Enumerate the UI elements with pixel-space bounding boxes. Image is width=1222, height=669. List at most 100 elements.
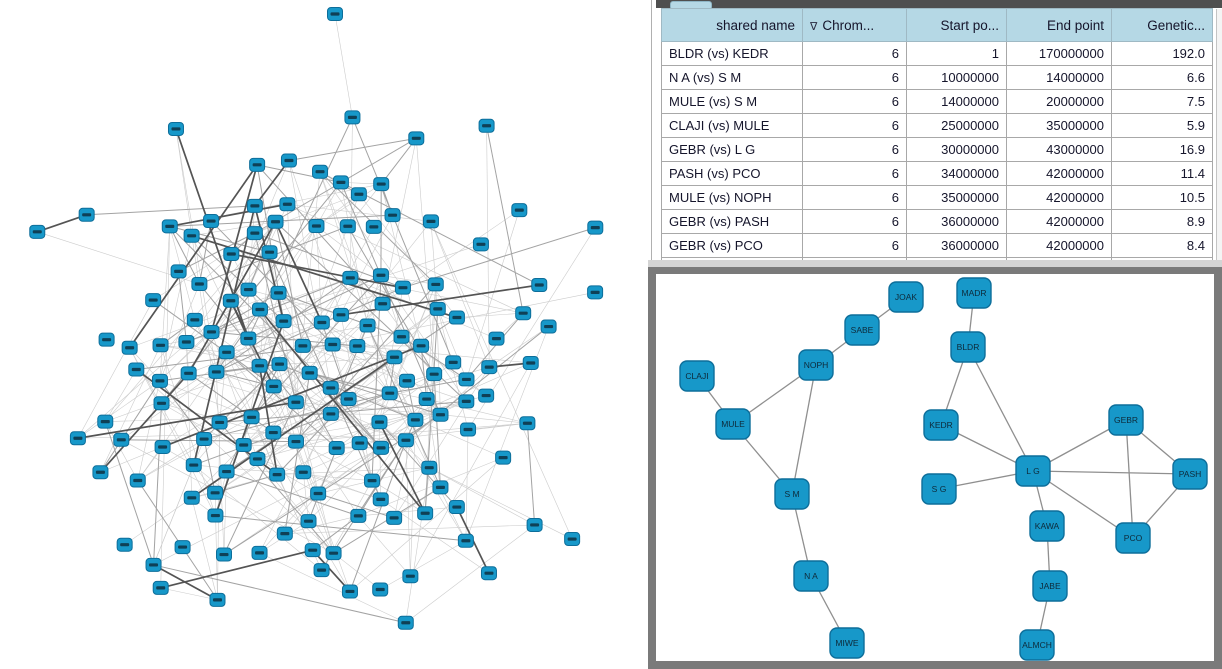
table-cell-shared_name[interactable]: N A (vs) S M xyxy=(661,65,803,90)
subnetwork-node-pash[interactable]: PASH xyxy=(1172,458,1208,490)
subnetwork-edge[interactable] xyxy=(967,346,1034,472)
table-cell-start_point[interactable]: 36000000 xyxy=(906,209,1007,234)
overview-network-node[interactable] xyxy=(413,338,430,353)
overview-network-node[interactable] xyxy=(327,7,343,21)
overview-network-node[interactable] xyxy=(587,220,604,235)
table-cell-chromosome[interactable]: 6 xyxy=(802,233,907,258)
overview-network-node[interactable] xyxy=(208,364,225,379)
overview-network-node[interactable] xyxy=(587,285,604,300)
overview-network-node[interactable] xyxy=(265,425,282,440)
overview-network-node[interactable] xyxy=(365,219,382,234)
overview-network-node[interactable] xyxy=(531,277,548,292)
table-cell-genetic[interactable]: 16.9 xyxy=(1111,137,1213,162)
overview-network-node[interactable] xyxy=(191,277,208,292)
overview-network-node[interactable] xyxy=(279,197,296,212)
table-cell-end_point[interactable]: 42000000 xyxy=(1006,209,1112,234)
overview-network-node[interactable] xyxy=(222,293,239,308)
table-row[interactable]: PASH (vs) PCO 6 34000000 42000000 11.4 xyxy=(661,161,1213,186)
overview-network-node[interactable] xyxy=(185,458,202,473)
table-cell-start_point[interactable]: 25000000 xyxy=(906,113,1007,138)
subnetwork-node-na[interactable]: N A xyxy=(793,560,829,592)
overview-network-node[interactable] xyxy=(408,131,425,146)
overview-network-node[interactable] xyxy=(161,219,178,234)
overview-network-node[interactable] xyxy=(460,422,477,437)
table-cell-end_point[interactable]: 42000000 xyxy=(1006,233,1112,258)
table-row[interactable]: GEBR (vs) PCO 6 36000000 42000000 8.4 xyxy=(661,233,1213,258)
overview-network-node[interactable] xyxy=(69,431,86,446)
overview-network-node[interactable] xyxy=(448,310,465,325)
table-cell-chromosome[interactable]: 6 xyxy=(802,209,907,234)
overview-network-node[interactable] xyxy=(332,175,349,190)
subnetwork-node-sabe[interactable]: SABE xyxy=(844,314,880,346)
table-cell-genetic[interactable]: 8.4 xyxy=(1111,233,1213,258)
overview-network-node[interactable] xyxy=(174,540,191,555)
overview-network-node[interactable] xyxy=(152,338,169,353)
overview-network-node[interactable] xyxy=(344,110,361,125)
overview-network-node[interactable] xyxy=(458,394,475,409)
overview-network-node[interactable] xyxy=(203,324,220,339)
subnetwork-node-joak[interactable]: JOAK xyxy=(888,281,924,313)
overview-network-node[interactable] xyxy=(310,486,327,501)
overview-network-node[interactable] xyxy=(397,433,414,448)
subnetwork-node-mule[interactable]: MULE xyxy=(715,408,751,440)
overview-network-node[interactable] xyxy=(78,207,95,222)
overview-network-node[interactable] xyxy=(218,464,235,479)
overview-network-node[interactable] xyxy=(478,388,495,403)
overview-network-node[interactable] xyxy=(240,282,257,297)
overview-network-node[interactable] xyxy=(183,490,200,505)
overview-network-node[interactable] xyxy=(398,373,415,388)
table-cell-shared_name[interactable]: GEBR (vs) L G xyxy=(661,137,803,162)
overview-network-node[interactable] xyxy=(381,386,398,401)
overview-network-node[interactable] xyxy=(448,500,465,515)
overview-network-node[interactable] xyxy=(313,315,330,330)
overview-network-node[interactable] xyxy=(271,357,288,372)
overview-network-node[interactable] xyxy=(243,410,260,425)
table-cell-shared_name[interactable]: GEBR (vs) PCO xyxy=(661,233,803,258)
overview-network-node[interactable] xyxy=(372,582,389,597)
overview-network-node[interactable] xyxy=(372,492,389,507)
overview-network-node[interactable] xyxy=(249,451,266,466)
column-header-shared_name[interactable]: shared name xyxy=(661,8,803,42)
table-cell-genetic[interactable]: 5.9 xyxy=(1111,113,1213,138)
overview-network-node[interactable] xyxy=(170,264,187,279)
overview-network-node[interactable] xyxy=(372,268,389,283)
overview-network-node[interactable] xyxy=(373,177,390,192)
table-row[interactable]: MULE (vs) S M 6 14000000 20000000 7.5 xyxy=(661,89,1213,114)
overview-network-node[interactable] xyxy=(426,367,443,382)
overview-network-node[interactable] xyxy=(432,407,449,422)
table-row[interactable]: BLDR (vs) KEDR 6 1 170000000 192.0 xyxy=(661,41,1213,66)
subnetwork-node-noph[interactable]: NOPH xyxy=(798,349,834,381)
overview-network-node[interactable] xyxy=(154,439,171,454)
overview-network-node[interactable] xyxy=(407,412,424,427)
overview-network-node[interactable] xyxy=(209,592,226,607)
table-cell-shared_name[interactable]: BLDR (vs) KEDR xyxy=(661,41,803,66)
overview-network-node[interactable] xyxy=(421,460,438,475)
overview-network-node[interactable] xyxy=(308,218,325,233)
overview-network-node[interactable] xyxy=(418,392,435,407)
table-cell-genetic[interactable]: 11.4 xyxy=(1111,161,1213,186)
table-cell-start_point[interactable]: 14000000 xyxy=(906,89,1007,114)
subnetwork-node-claji[interactable]: CLAJI xyxy=(679,360,715,392)
overview-network-node[interactable] xyxy=(472,237,489,252)
subnetwork-node-miwe[interactable]: MIWE xyxy=(829,627,865,659)
overview-network-node[interactable] xyxy=(287,395,304,410)
overview-network-node[interactable] xyxy=(186,312,203,327)
overview-network-node[interactable] xyxy=(526,517,543,532)
overview-network-node[interactable] xyxy=(339,219,356,234)
overview-network-node[interactable] xyxy=(211,415,228,430)
overview-network-node[interactable] xyxy=(275,314,292,329)
table-cell-genetic[interactable]: 7.5 xyxy=(1111,89,1213,114)
overview-network-node[interactable] xyxy=(393,329,410,344)
table-cell-shared_name[interactable]: MULE (vs) S M xyxy=(661,89,803,114)
overview-network-node[interactable] xyxy=(322,406,339,421)
subnetwork-canvas[interactable]: JOAK SABE NOPH CLAJI MULE S M N A MIWE MADR BLDR K… xyxy=(656,274,1214,661)
overview-network-node[interactable] xyxy=(340,391,357,406)
table-cell-start_point[interactable]: 10000000 xyxy=(906,65,1007,90)
overview-network-node[interactable] xyxy=(364,473,381,488)
table-row[interactable]: GEBR (vs) L G 6 30000000 43000000 16.9 xyxy=(661,137,1213,162)
overview-network-node[interactable] xyxy=(324,337,341,352)
overview-network-node[interactable] xyxy=(564,532,581,547)
overview-network-node[interactable] xyxy=(215,547,232,562)
overview-network-panel[interactable] xyxy=(0,0,648,669)
table-cell-genetic[interactable]: 10.5 xyxy=(1111,185,1213,210)
